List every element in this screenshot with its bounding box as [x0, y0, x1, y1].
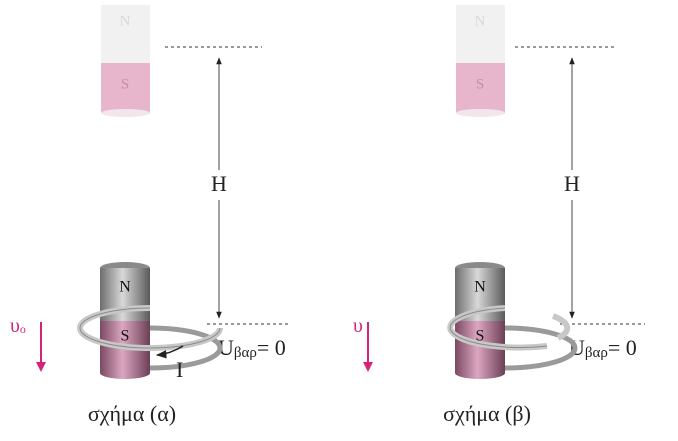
- potential-label: Uβαρ= 0: [218, 335, 286, 361]
- velocity-symbol: υ: [10, 315, 20, 337]
- current-label: I: [176, 357, 183, 382]
- velocity-label: υo: [10, 315, 26, 337]
- panel-alpha: N S H Uβαρ= 0 N S I υo σχήμα (α): [10, 5, 290, 426]
- height-label: H: [211, 171, 227, 196]
- top-south-label: S: [121, 76, 129, 92]
- potential-subscript: βαρ: [585, 345, 608, 361]
- velocity-subscript: o: [20, 322, 26, 336]
- velocity-label: υ: [353, 315, 363, 337]
- potential-value: = 0: [257, 335, 286, 360]
- top-north-label: N: [475, 13, 486, 29]
- top-magnet-base: [456, 109, 505, 117]
- diagram: N S H Uβαρ= 0 N S I υo σχήμα (α) N S H U…: [0, 0, 678, 441]
- caption: σχήμα (α): [88, 401, 176, 426]
- top-north-label: N: [120, 13, 131, 29]
- potential-subscript: βαρ: [234, 345, 257, 361]
- potential-value: = 0: [608, 335, 637, 360]
- potential-label: Uβαρ= 0: [569, 335, 637, 361]
- bottom-north-label: N: [119, 279, 131, 296]
- caption: σχήμα (β): [443, 401, 531, 426]
- bottom-north-label: N: [474, 279, 486, 296]
- height-label: H: [564, 171, 580, 196]
- bottom-south-label: S: [121, 328, 130, 345]
- panel-beta: N S H Uβαρ= 0 N S υ σχήμα (β): [353, 5, 645, 426]
- top-magnet-base: [101, 109, 150, 117]
- top-south-label: S: [476, 76, 484, 92]
- velocity-symbol: υ: [353, 315, 363, 337]
